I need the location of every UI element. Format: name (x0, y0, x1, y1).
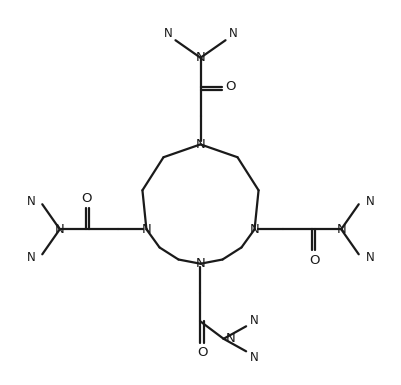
Text: N: N (196, 51, 205, 64)
Text: N: N (26, 251, 35, 264)
Text: N: N (250, 223, 259, 236)
Text: N: N (250, 351, 259, 363)
Text: O: O (225, 80, 235, 93)
Text: N: N (55, 223, 65, 236)
Text: N: N (366, 195, 375, 208)
Text: O: O (81, 192, 92, 205)
Text: N: N (196, 257, 205, 270)
Text: N: N (225, 332, 235, 345)
Text: N: N (366, 251, 375, 264)
Text: N: N (250, 314, 259, 327)
Text: O: O (309, 254, 320, 266)
Text: N: N (26, 195, 35, 208)
Text: O: O (197, 346, 208, 359)
Text: N: N (164, 27, 172, 40)
Text: N: N (196, 138, 205, 151)
Text: N: N (336, 223, 346, 236)
Text: N: N (229, 27, 237, 40)
Text: N: N (142, 223, 151, 236)
